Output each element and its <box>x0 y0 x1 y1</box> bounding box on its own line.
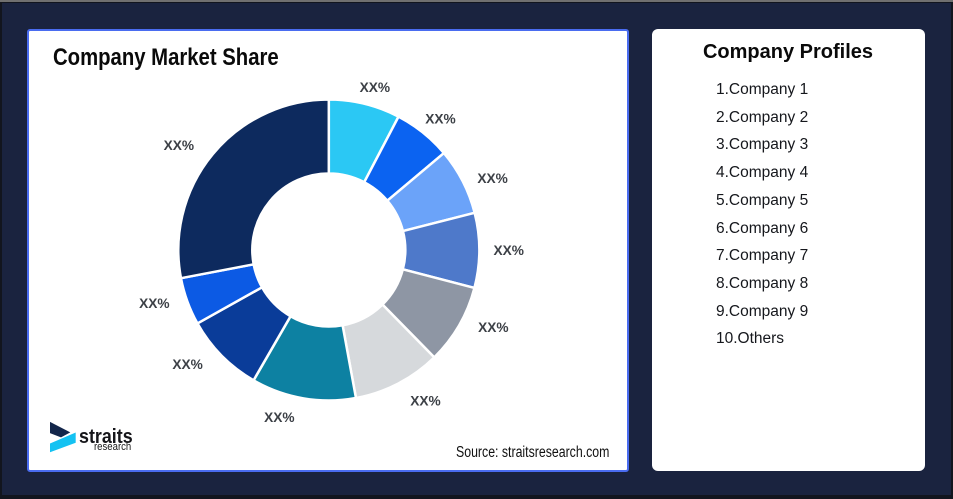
svg-text:XX%: XX% <box>172 357 202 372</box>
svg-text:XX%: XX% <box>139 296 169 311</box>
svg-text:XX%: XX% <box>493 243 523 258</box>
svg-text:XX%: XX% <box>410 393 440 408</box>
svg-text:XX%: XX% <box>478 320 508 335</box>
svg-text:XX%: XX% <box>360 80 390 95</box>
svg-text:XX%: XX% <box>477 171 507 186</box>
svg-text:XX%: XX% <box>164 138 194 153</box>
svg-text:XX%: XX% <box>264 410 294 425</box>
svg-text:XX%: XX% <box>425 111 455 126</box>
